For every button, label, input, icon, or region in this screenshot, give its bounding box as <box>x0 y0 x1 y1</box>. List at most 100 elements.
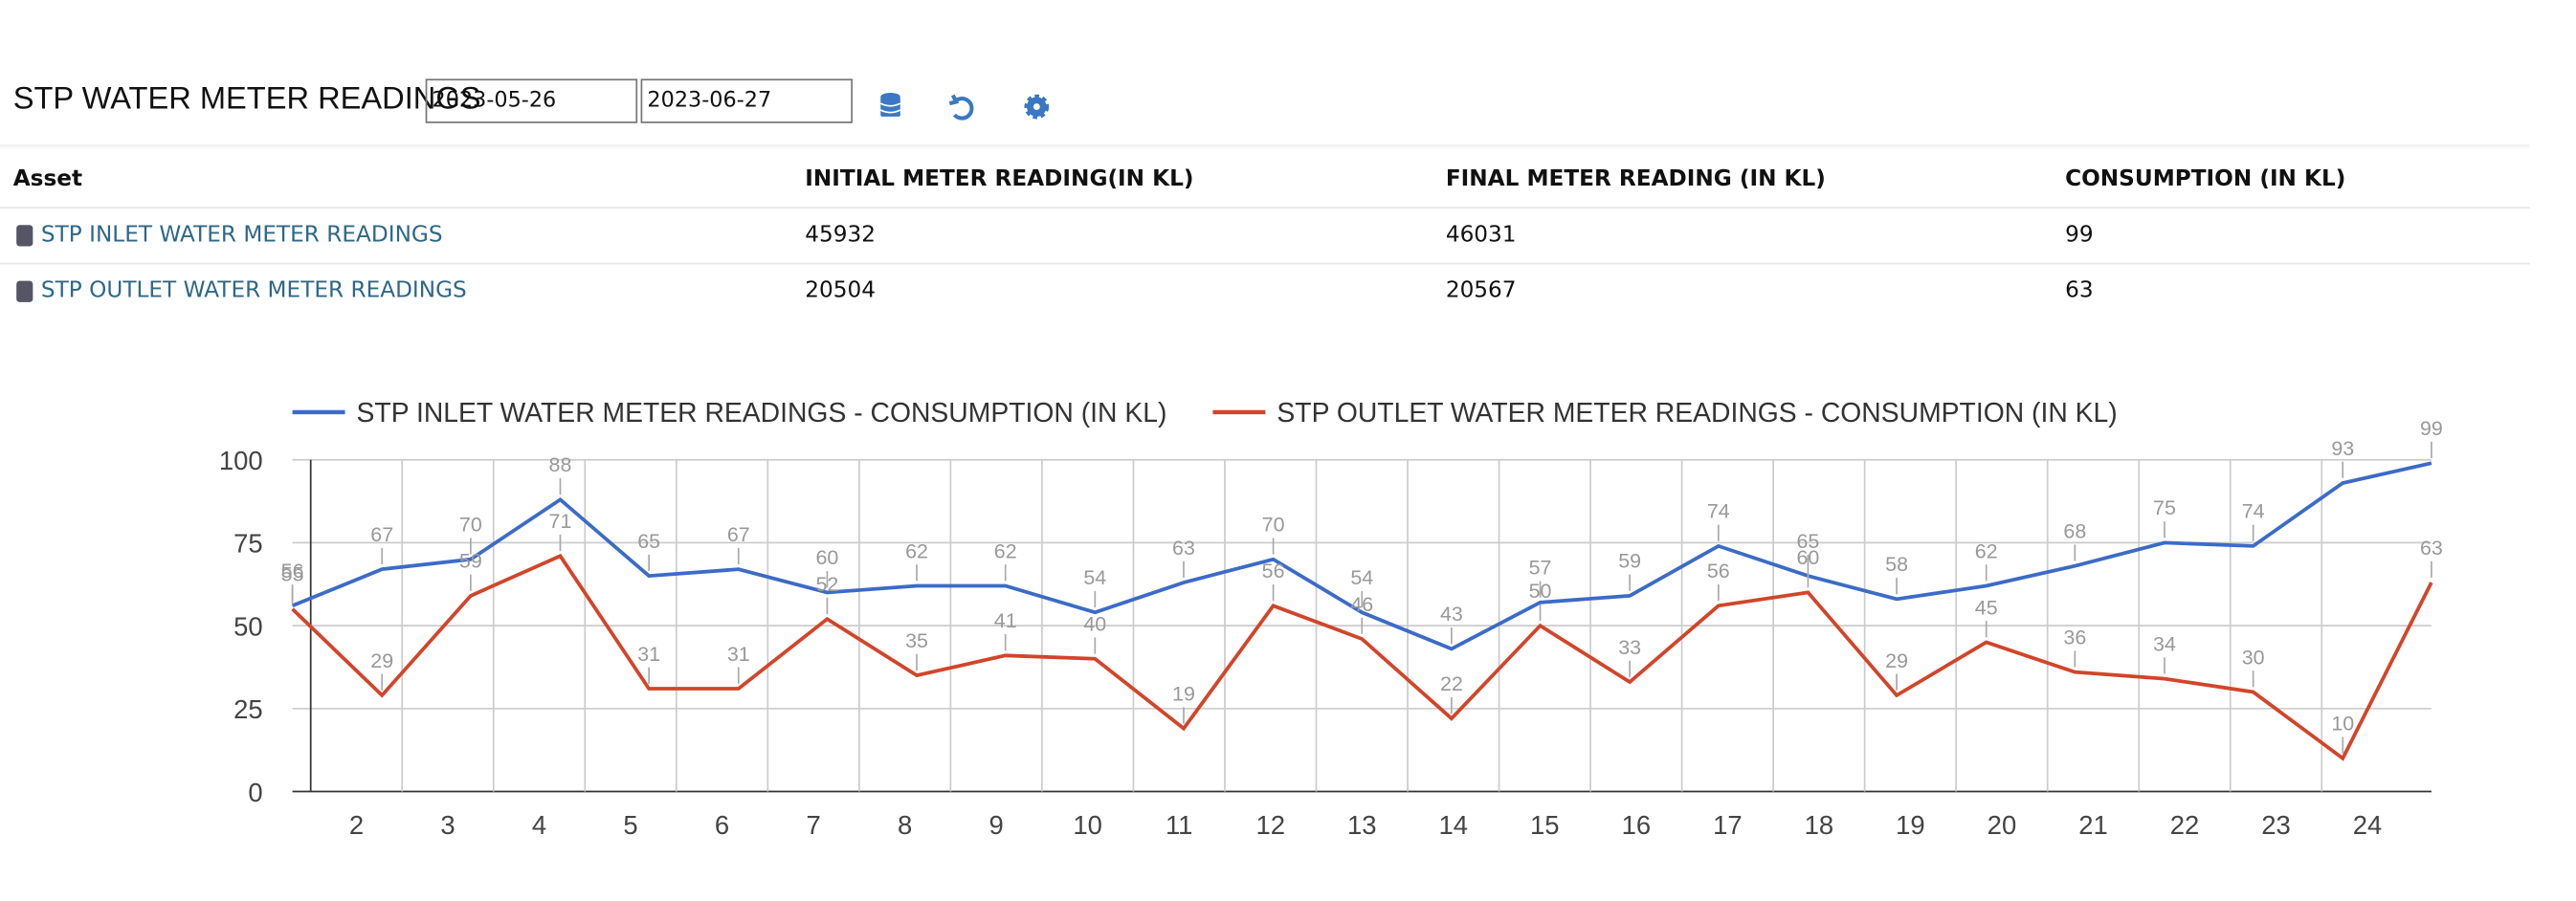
series-line <box>291 553 2433 761</box>
x-tick-label: 7 <box>806 810 820 840</box>
x-tick-label: 24 <box>2353 810 2383 840</box>
data-label: 55 <box>281 563 304 586</box>
data-label: 50 <box>1529 580 1552 603</box>
grid <box>292 458 2432 793</box>
cell: 63 <box>2065 277 2094 304</box>
row-divider <box>0 207 2530 209</box>
data-label: 56 <box>281 560 304 582</box>
y-tick-label: 75 <box>233 529 263 559</box>
data-label: 22 <box>1440 672 1463 695</box>
start-date-input[interactable]: 2023-05-26 <box>425 78 638 123</box>
data-label: 74 <box>1707 500 1730 523</box>
x-tick-label: 9 <box>989 810 1004 840</box>
column-header: INITIAL METER READING(IN KL) <box>805 165 1194 192</box>
data-label: 62 <box>905 539 928 562</box>
data-label: 54 <box>1083 566 1106 589</box>
data-label: 75 <box>2153 496 2176 519</box>
data-label: 41 <box>994 609 1017 632</box>
x-tick-label: 2 <box>349 810 364 840</box>
data-label: 67 <box>727 523 750 546</box>
data-label: 99 <box>2420 417 2443 440</box>
data-label: 60 <box>1796 546 1819 569</box>
data-label: 31 <box>637 643 660 666</box>
x-tick-label: 17 <box>1713 810 1743 840</box>
data-label: 56 <box>1707 560 1730 582</box>
x-tick-label: 19 <box>1896 810 1925 840</box>
data-label: 70 <box>1262 514 1285 537</box>
row-icons <box>16 225 33 302</box>
data-label: 60 <box>815 546 838 569</box>
y-tick-label: 100 <box>219 446 263 475</box>
data-label: 43 <box>1440 603 1463 626</box>
data-label: 30 <box>2242 646 2265 669</box>
data-label: 63 <box>1172 537 1195 560</box>
cell: 20567 <box>1445 277 1517 304</box>
x-tick-label: 18 <box>1805 810 1834 840</box>
legend-label: STP OUTLET WATER METER READINGS - CONSUM… <box>1277 398 2117 429</box>
data-label: 70 <box>459 514 482 537</box>
x-tick-label: 8 <box>898 810 912 840</box>
data-label: 31 <box>727 643 750 666</box>
data-label: 54 <box>1350 566 1373 589</box>
column-header: CONSUMPTION (IN KL) <box>2065 165 2346 192</box>
data-label: 62 <box>994 539 1017 562</box>
asset-link[interactable]: STP OUTLET WATER METER READINGS <box>40 277 467 304</box>
cell: 99 <box>2065 221 2094 249</box>
x-tick-label: 5 <box>623 810 637 840</box>
data-label: 45 <box>1975 596 1998 619</box>
data-label: 71 <box>549 510 572 533</box>
data-label: 56 <box>1262 560 1285 582</box>
data-label: 34 <box>2153 632 2176 655</box>
x-tick-label: 22 <box>2170 810 2200 840</box>
data-label: 62 <box>1975 539 1998 562</box>
x-tick-label: 14 <box>1439 810 1469 840</box>
data-label: 58 <box>1885 553 1908 576</box>
cell: 46031 <box>1445 221 1517 249</box>
x-tick-label: 12 <box>1255 810 1285 840</box>
settings-icon[interactable] <box>1024 94 1050 120</box>
header-shadow <box>0 144 2530 150</box>
data-label: 65 <box>637 530 660 553</box>
y-tick-label: 0 <box>248 778 262 807</box>
data-label: 59 <box>459 550 482 573</box>
row-divider <box>0 262 2530 265</box>
asset-icon <box>16 280 33 302</box>
x-tick-label: 20 <box>1988 810 2017 840</box>
legend-label: STP INLET WATER METER READINGS - CONSUMP… <box>357 398 1167 429</box>
data-label: 29 <box>370 649 393 672</box>
x-tick-label: 13 <box>1347 810 1377 840</box>
x-tick-label: 15 <box>1530 810 1560 840</box>
cell: 45932 <box>805 221 876 249</box>
data-label: 36 <box>2063 626 2086 648</box>
cell: 20504 <box>805 277 876 304</box>
data-label: 68 <box>2063 520 2086 543</box>
x-tick-label: 23 <box>2261 810 2291 840</box>
x-tick-label: 16 <box>1622 810 1652 840</box>
asset-icon <box>16 225 33 247</box>
data-label: 65 <box>1796 530 1819 553</box>
asset-link[interactable]: STP INLET WATER METER READINGS <box>40 221 443 249</box>
page-title: STP WATER METER READINGS <box>12 81 481 117</box>
y-tick-label: 25 <box>233 694 263 724</box>
data-label: 46 <box>1350 593 1373 616</box>
database-icon[interactable] <box>879 93 901 117</box>
x-tick-label: 3 <box>440 810 455 840</box>
column-header: FINAL METER READING (IN KL) <box>1445 165 1826 192</box>
x-tick-label: 6 <box>715 810 729 840</box>
data-label: 93 <box>2331 437 2354 460</box>
data-label: 88 <box>549 453 572 476</box>
data-label: 63 <box>2420 537 2443 560</box>
refresh-icon[interactable] <box>948 94 974 121</box>
x-tick-label: 11 <box>1166 810 1193 840</box>
data-label: 74 <box>2242 500 2265 523</box>
y-tick-label: 50 <box>233 611 263 641</box>
data-label: 19 <box>1172 682 1195 705</box>
data-label: 35 <box>905 629 928 652</box>
data-label: 67 <box>370 523 393 546</box>
end-date-input[interactable]: 2023-06-27 <box>640 78 854 123</box>
series-line <box>291 461 2432 651</box>
toolbar-icons <box>879 93 1050 121</box>
data-label: 33 <box>1618 636 1641 659</box>
